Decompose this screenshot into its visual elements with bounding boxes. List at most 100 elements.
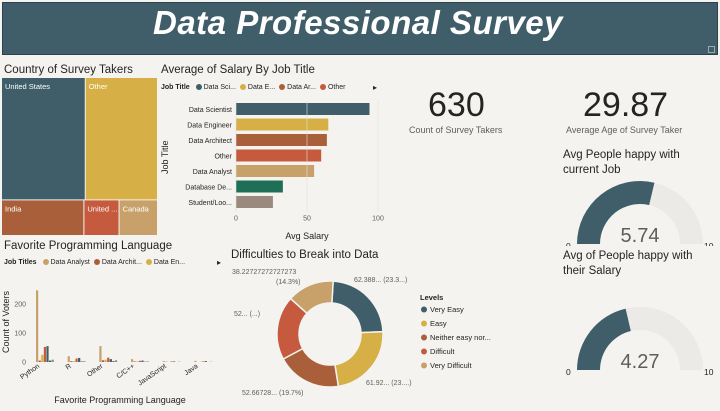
salary-legend-label: Data Sci... <box>203 84 236 91</box>
gauge-fill <box>577 181 655 244</box>
lang-bar <box>112 361 115 362</box>
lang-bar <box>80 361 83 362</box>
lang-category-label: Java <box>183 363 199 377</box>
lang-tick-label: 0 <box>22 360 26 367</box>
lang-bar <box>46 346 49 362</box>
salary-tick-label: 50 <box>303 216 311 223</box>
salary-bar <box>236 196 273 208</box>
salary-bar <box>236 134 327 146</box>
difficulty-donut-chart: 38.22727272727273 (14.3%) 62.388... (23.3.… <box>232 269 491 397</box>
salary-gauge-title-line1: Avg of People happy with <box>563 250 693 262</box>
donut-slice <box>331 280 384 334</box>
lang-bar <box>101 360 105 362</box>
lang-bar <box>38 360 41 362</box>
lang-legend-item[interactable]: Data En... <box>145 259 185 266</box>
salary-x-axis-label: Avg Salary <box>285 231 329 241</box>
lang-legend-swatch <box>93 259 100 266</box>
donut-legend-label: Neither easy nor... <box>430 333 491 342</box>
lang-bar <box>173 361 176 362</box>
gauge-max-label: 10 <box>704 367 714 377</box>
lang-legend-swatch <box>42 259 49 266</box>
salary-chart-title: Average of Salary By Job Title <box>161 64 315 76</box>
lang-bar <box>202 361 205 362</box>
lang-legend-title: Job Titles <box>4 259 37 266</box>
lang-y-axis-label: Count of Voters <box>1 290 11 353</box>
treemap-cell <box>85 78 157 200</box>
salary-legend-label: Other <box>327 84 346 91</box>
salary-tick-label: 0 <box>234 216 238 223</box>
salary-legend-scroll[interactable]: ▸ <box>373 83 378 92</box>
lang-bar <box>51 359 54 362</box>
salary-gauge-title: Avg of People happy with their Salary <box>563 249 693 279</box>
lang-bar <box>99 346 102 362</box>
donut-label-easy: 61.92... (23....) <box>366 380 412 387</box>
donut-legend-swatch <box>421 306 427 313</box>
lang-chart-title: Favorite Programming Language <box>4 240 173 252</box>
lang-legend: Job Titles Data Analyst Data Archit... Dat… <box>4 259 185 266</box>
gauge-value: 4.27 <box>621 351 660 373</box>
donut-legend-swatch <box>421 348 427 355</box>
donut-slice <box>334 330 384 388</box>
salary-gauge-title-line2: their Salary <box>563 265 622 277</box>
job-gauge-title-line1: Avg People happy with <box>563 149 680 161</box>
lang-category-label: JavaScript <box>137 363 168 388</box>
lang-legend-swatch <box>145 259 152 266</box>
job-happiness-gauge: 5.74 0 10 <box>566 181 714 246</box>
salary-y-axis-label: Job Title <box>160 140 170 174</box>
salary-legend-label: Data E... <box>247 84 276 91</box>
salary-legend-item[interactable]: Data E... <box>239 84 276 91</box>
salary-legend-items: Data Sci... Data E... Data Ar... Other <box>192 84 346 91</box>
salary-happiness-gauge: 4.27 0 10 <box>566 307 714 377</box>
lang-legend-item[interactable]: Data Archit... <box>93 259 142 266</box>
header-banner <box>2 2 718 55</box>
lang-bar <box>133 361 136 362</box>
donut-label-difficult: 52... (...) <box>234 311 260 318</box>
lang-legend-item[interactable]: Data Analyst <box>42 259 90 266</box>
salary-category-label: Other <box>214 154 232 161</box>
lang-legend-items: Data Analyst Data Archit... Data En... <box>39 259 185 266</box>
lang-category-label: Other <box>86 363 105 379</box>
salary-bar <box>236 118 329 131</box>
salary-legend-item[interactable]: Data Ar... <box>279 84 316 91</box>
lang-bar <box>49 360 52 362</box>
donut-label-very-easy: 62.388... (23.3...) <box>354 277 407 284</box>
lang-bar <box>170 361 173 362</box>
gauge-track <box>649 182 703 244</box>
donut-legend-label: Very Difficult <box>430 361 472 370</box>
lang-category-label: C/C++ <box>116 363 137 380</box>
gauge-track <box>625 307 703 370</box>
salary-category-label: Data Architect <box>188 138 232 145</box>
lang-bar <box>114 360 118 362</box>
lang-bar <box>138 360 141 362</box>
lang-legend-scroll[interactable]: ▸ <box>217 258 222 267</box>
age-kpi-value: 29.87 <box>583 86 669 124</box>
lang-x-axis-label: Favorite Programming Language <box>54 395 186 405</box>
lang-tick-label: 100 <box>14 331 26 338</box>
lang-tick-label: 200 <box>14 302 26 309</box>
salary-legend-item[interactable]: Other <box>319 84 346 91</box>
lang-legend-label: Data Archit... <box>101 259 142 266</box>
donut-label-very-difficult: 38.22727272727273 <box>232 269 296 276</box>
gauge-max-label: 10 <box>704 241 714 246</box>
treemap-cell-label: United ... <box>87 204 117 213</box>
donut-legend-swatch <box>421 320 427 327</box>
age-kpi-label: Average Age of Survey Taker <box>566 125 683 135</box>
lang-legend-label: Data Analyst <box>50 259 90 266</box>
gauge-min-label: 0 <box>566 241 571 246</box>
salary-legend-swatch <box>239 84 246 91</box>
donut-legend-label: Very Easy <box>430 305 464 314</box>
lang-bar <box>72 361 76 362</box>
expand-handle[interactable] <box>708 46 715 53</box>
donut-legend-label: Easy <box>430 319 447 328</box>
donut-title: Difficulties to Break into Data <box>231 249 379 261</box>
salary-legend-swatch <box>319 84 326 91</box>
salary-bar-chart: Data Scientist Data Engineer Data Architec… <box>160 101 384 241</box>
salary-legend-item[interactable]: Data Sci... <box>195 84 236 91</box>
lang-bar <box>104 359 107 362</box>
lang-bar <box>136 361 139 362</box>
salary-category-label: Database De... <box>185 185 232 192</box>
salary-category-label: Data Scientist <box>189 107 232 114</box>
salary-bar <box>236 165 315 177</box>
lang-bar <box>83 361 86 362</box>
treemap-cell <box>84 200 119 235</box>
